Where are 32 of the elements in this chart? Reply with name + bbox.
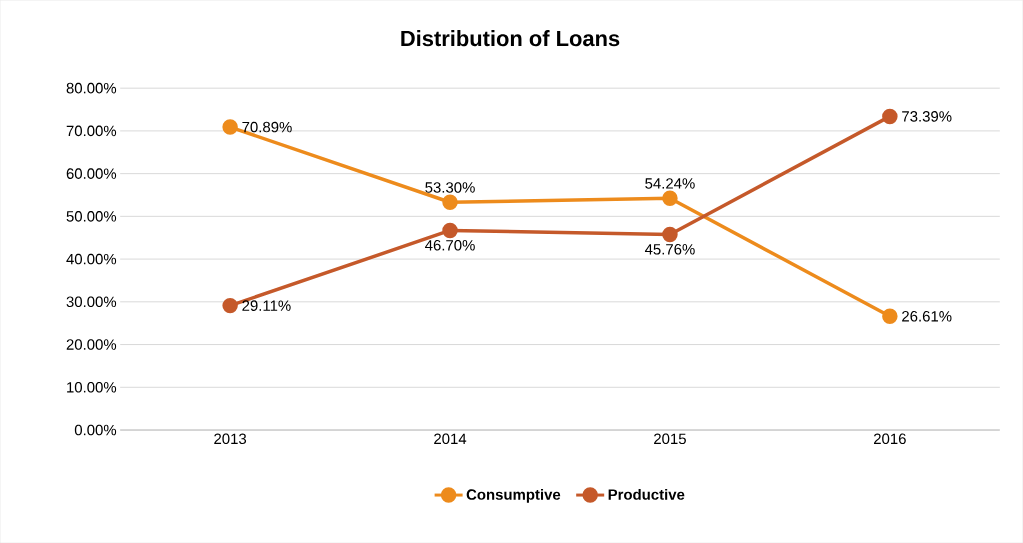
x-tick-label: 2015 [654,433,686,445]
chart-title: Distribution of Loans [401,30,620,47]
legend-label: Consumptive [466,488,561,503]
y-tick-label: 40.00% [66,253,117,265]
point [442,194,458,210]
data-label: 73.39% [902,111,952,122]
data-label: 46.70% [425,239,475,251]
point [662,226,678,243]
data-label: 45.76% [644,243,695,255]
point [442,222,458,239]
data-label: 70.89% [242,121,292,133]
data-label: 54.24% [645,178,695,189]
point [222,119,238,135]
point [222,297,238,314]
x-tick-label: 2014 [434,433,467,445]
y-tick-label: 80.00% [66,82,117,94]
y-tick-label: 0.00% [74,424,117,436]
legend-label: Productive [608,488,685,500]
point [882,308,898,324]
point [882,108,898,125]
x-tick-label: 2013 [214,433,247,445]
point [662,190,678,206]
y-tick-label: 60.00% [66,168,117,179]
x-tick-label: 2016 [873,433,906,445]
data-label: 29.11% [242,300,291,311]
data-label: 26.61% [902,310,952,322]
y-tick-label: 50.00% [66,210,117,222]
y-tick-label: 70.00% [66,125,117,137]
y-tick-label: 10.00% [67,381,117,393]
y-tick-label: 30.00% [66,296,117,308]
data-label: 53.30% [425,182,475,193]
y-tick-label: 20.00% [66,339,117,350]
